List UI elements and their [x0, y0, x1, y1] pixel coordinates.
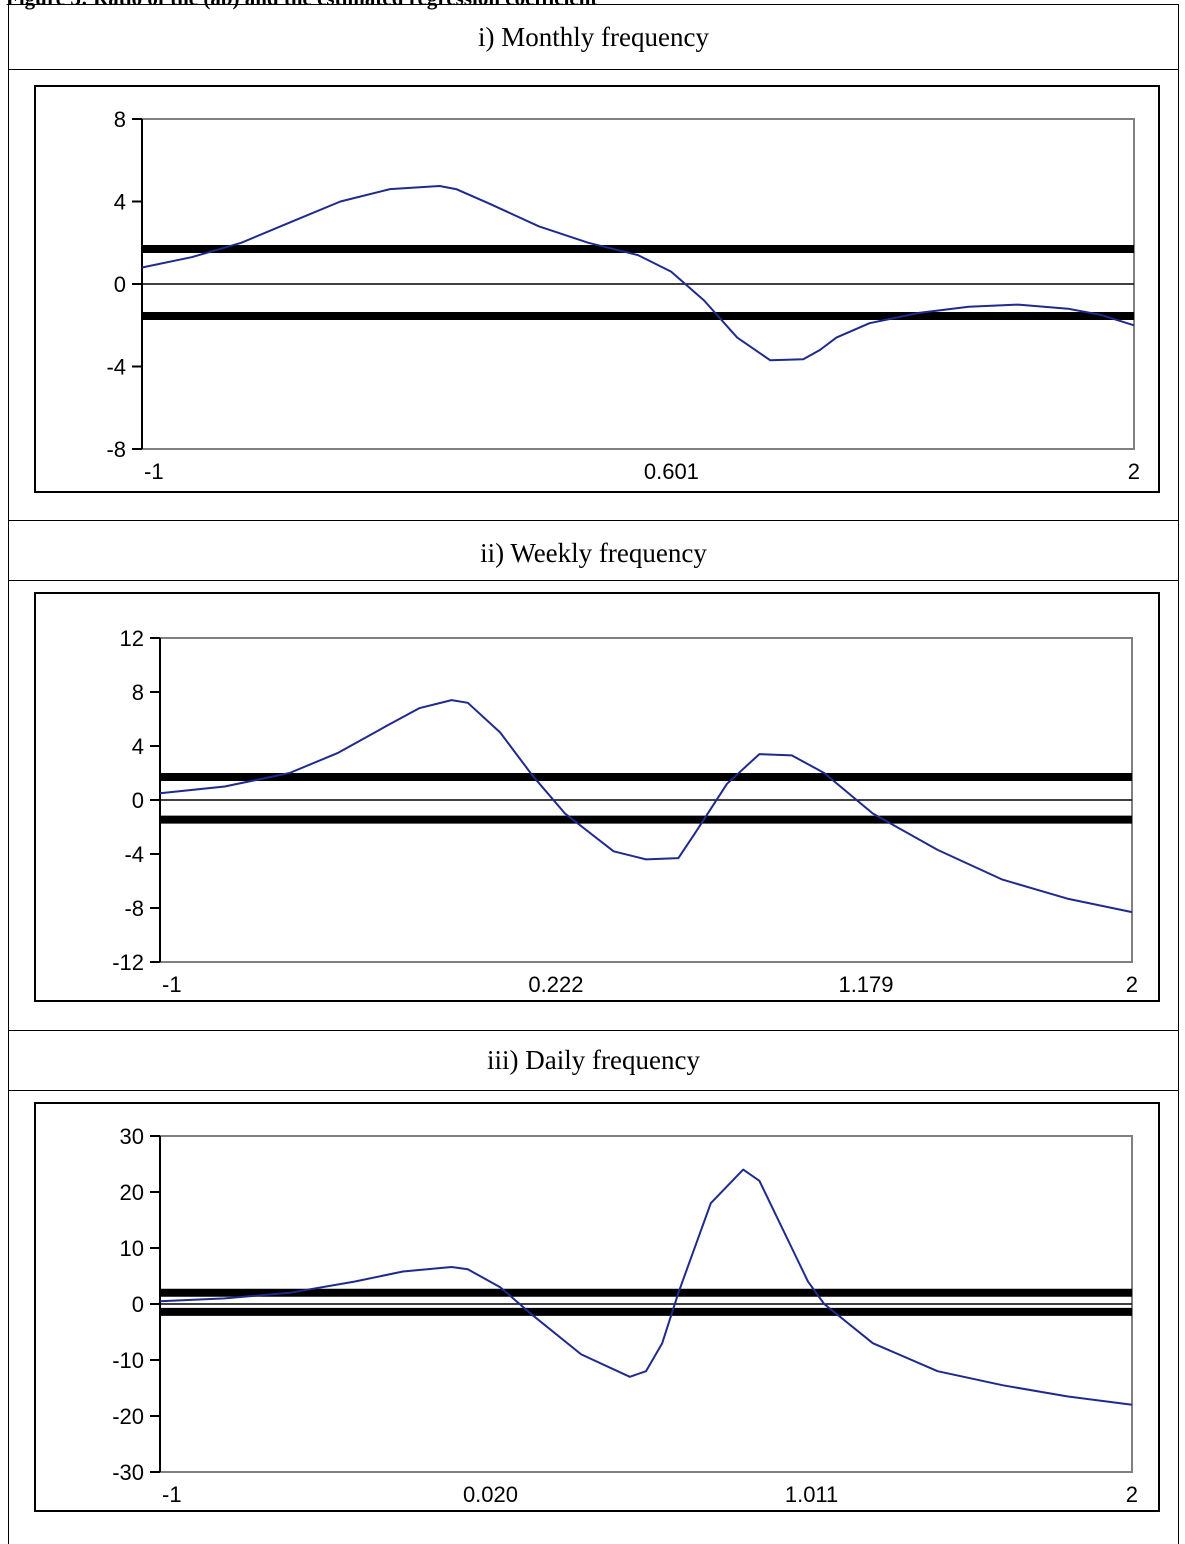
x-tick-label: 0.222 — [528, 972, 583, 997]
row-divider — [8, 69, 1179, 70]
line-chart-monthly: 8 4 0 -4 -8 -1 0.601 2 — [106, 107, 1140, 484]
x-tick-label: -1 — [162, 1482, 182, 1507]
x-tick-label: 1.011 — [785, 1482, 838, 1507]
chart-title-weekly: ii) Weekly frequency — [480, 538, 707, 568]
row-divider — [8, 1030, 1179, 1031]
y-tick-label: -30 — [112, 1460, 144, 1485]
chart-title-monthly: i) Monthly frequency — [478, 22, 709, 52]
x-tick-label: 2 — [1128, 459, 1140, 484]
line-chart-weekly: 12 8 4 0 -4 -8 -12 -1 0.222 1.179 2 — [112, 626, 1138, 997]
x-tick-label: 2 — [1126, 972, 1138, 997]
y-tick-label: 8 — [114, 107, 126, 132]
y-tick-label: 0 — [132, 1292, 144, 1317]
y-tick-label: 0 — [114, 272, 126, 297]
y-tick-label: 8 — [132, 680, 144, 705]
y-tick-label: -4 — [124, 842, 144, 867]
figure-table-frame — [8, 4, 1179, 1544]
chart-panel-daily: 30 20 10 0 -10 -20 -30 -1 0.020 1.011 2 — [34, 1102, 1160, 1512]
x-tick-label: 0.601 — [644, 459, 699, 484]
row-divider — [8, 580, 1179, 581]
y-tick-label: -8 — [124, 896, 144, 921]
y-tick-label: 0 — [132, 788, 144, 813]
y-tick-label: 12 — [120, 626, 144, 651]
x-tick-label: 2 — [1126, 1482, 1138, 1507]
y-tick-label: 4 — [114, 190, 126, 215]
y-tick-label: 20 — [120, 1180, 144, 1205]
row-divider — [8, 1090, 1179, 1091]
y-tick-label: 30 — [120, 1124, 144, 1149]
series-line — [159, 699, 1133, 914]
x-tick-label: -1 — [162, 972, 182, 997]
y-tick-label: 10 — [120, 1236, 144, 1261]
series-line — [141, 185, 1135, 362]
y-tick-label: -12 — [112, 950, 144, 975]
chart-panel-monthly: 8 4 0 -4 -8 -1 0.601 2 — [34, 85, 1160, 493]
x-tick-label: -1 — [144, 459, 164, 484]
series-line — [159, 1168, 1133, 1406]
x-tick-label: 0.020 — [463, 1482, 518, 1507]
clipped-figure-heading: Figure 3: Ratio of the (ab) and the esti… — [6, 0, 597, 11]
chart-title-daily: iii) Daily frequency — [487, 1045, 700, 1075]
y-tick-label: -8 — [106, 437, 126, 462]
y-tick-label: -10 — [112, 1348, 144, 1373]
chart-panel-weekly: 12 8 4 0 -4 -8 -12 -1 0.222 1.179 2 — [34, 592, 1160, 1002]
line-chart-daily: 30 20 10 0 -10 -20 -30 -1 0.020 1.011 2 — [112, 1124, 1138, 1507]
x-tick-label: 1.179 — [838, 972, 893, 997]
y-tick-label: -20 — [112, 1404, 144, 1429]
row-divider — [8, 520, 1179, 521]
y-tick-label: 4 — [132, 734, 144, 759]
y-tick-label: -4 — [106, 355, 126, 380]
